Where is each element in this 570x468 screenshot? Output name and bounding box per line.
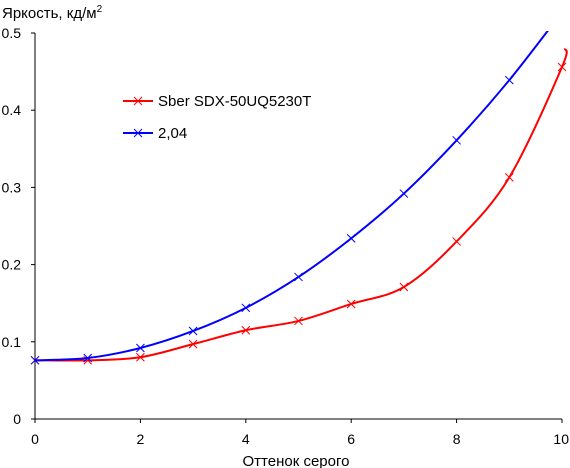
legend-label: Sber SDX-50UQ5230T bbox=[158, 93, 311, 110]
series-2-point bbox=[30, 355, 40, 365]
axes bbox=[31, 32, 563, 423]
marker-stroke bbox=[294, 272, 303, 282]
legend-item-1: Sber SDX-50UQ5230T bbox=[123, 93, 311, 110]
series-2-point bbox=[452, 135, 461, 145]
marker-stroke bbox=[557, 62, 567, 72]
series-2-point bbox=[346, 233, 356, 243]
series-1-point bbox=[294, 316, 303, 326]
legend-swatch-marker bbox=[133, 128, 143, 138]
marker-stroke bbox=[399, 189, 409, 198]
marker-stroke bbox=[504, 173, 514, 182]
marker-stroke bbox=[452, 237, 461, 246]
legend-item-2: 2,04 bbox=[123, 125, 187, 142]
marker-stroke bbox=[133, 96, 143, 106]
marker-stroke bbox=[558, 8, 566, 16]
series-1-point bbox=[346, 299, 356, 309]
marker-stroke bbox=[241, 303, 251, 313]
series-1-point bbox=[136, 352, 145, 362]
marker-stroke bbox=[346, 299, 356, 309]
series-2-point bbox=[294, 272, 303, 282]
series-2-point bbox=[241, 303, 251, 313]
x-tick-label: 4 bbox=[242, 431, 250, 447]
marker-stroke bbox=[294, 316, 303, 326]
y-tick-label: 0.1 bbox=[2, 334, 22, 350]
marker-stroke bbox=[558, 8, 566, 16]
marker-stroke bbox=[133, 128, 143, 138]
y-tick-label: 0.3 bbox=[2, 179, 22, 195]
y-tick-label: 0.4 bbox=[2, 102, 22, 118]
x-axis-label: Оттенок серого bbox=[243, 453, 350, 468]
x-tick-labels: 0 2 4 6 8 10 bbox=[31, 431, 569, 447]
series-1-point bbox=[399, 282, 409, 292]
plot-area bbox=[30, 8, 568, 365]
y-axis-title: Яркость, кд/м2 bbox=[2, 4, 103, 22]
marker-stroke bbox=[83, 353, 93, 363]
x-tick-label: 0 bbox=[31, 431, 39, 447]
marker-stroke bbox=[399, 282, 409, 292]
series-1 bbox=[30, 48, 568, 365]
y-tick-labels: 0 0.1 0.2 0.3 0.4 0.5 bbox=[2, 25, 22, 427]
marker-stroke bbox=[136, 343, 145, 353]
series-2-point bbox=[558, 8, 566, 16]
marker-stroke bbox=[136, 352, 145, 362]
series-2-point bbox=[188, 326, 198, 336]
series-1-point bbox=[241, 325, 251, 335]
y-tick-label: 0.5 bbox=[2, 25, 22, 41]
x-tick-label: 8 bbox=[453, 431, 461, 447]
marker-stroke bbox=[452, 135, 461, 145]
y-tick-label: 0.2 bbox=[2, 257, 22, 273]
marker-stroke bbox=[188, 326, 198, 336]
series-2-point bbox=[504, 75, 514, 85]
y-axis-label: Яркость, кд/м bbox=[2, 5, 97, 22]
legend-label: 2,04 bbox=[158, 125, 187, 142]
series-2-point bbox=[83, 353, 93, 363]
legend: Sber SDX-50UQ5230T 2,04 bbox=[123, 93, 311, 142]
marker-stroke bbox=[188, 339, 198, 349]
x-tick-label: 2 bbox=[137, 431, 145, 447]
x-tick-label: 10 bbox=[553, 431, 569, 447]
marker-stroke bbox=[346, 233, 356, 243]
y-axis-label-superscript: 2 bbox=[97, 4, 103, 15]
series-2-line bbox=[34, 31, 549, 362]
series-1-point bbox=[188, 339, 198, 349]
marker-stroke bbox=[504, 75, 514, 85]
series-1-point bbox=[504, 173, 514, 182]
legend-swatch-marker bbox=[133, 96, 143, 106]
marker-stroke bbox=[241, 325, 251, 335]
marker-stroke bbox=[30, 355, 40, 365]
series-2-point bbox=[136, 343, 145, 353]
series-1-point bbox=[452, 237, 461, 246]
series-1-point bbox=[557, 62, 567, 72]
x-tick-label: 6 bbox=[347, 431, 355, 447]
svg-text:Яркость, кд/м2: Яркость, кд/м2 bbox=[2, 4, 103, 22]
series-2 bbox=[30, 8, 566, 365]
series-2-point bbox=[399, 189, 409, 198]
y-tick-label: 0 bbox=[13, 411, 21, 427]
